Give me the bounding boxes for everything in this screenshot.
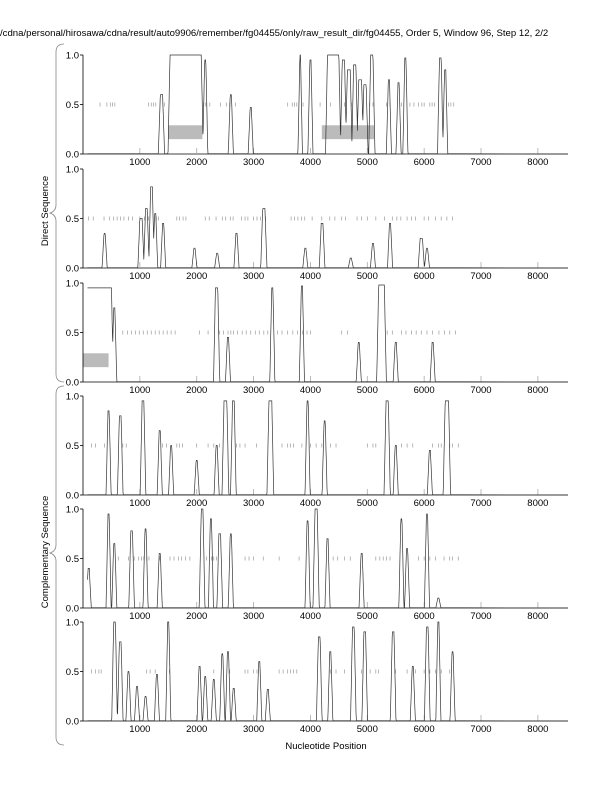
x-tick-label: 8000: [527, 498, 548, 509]
x-tick-label: 1000: [129, 611, 150, 622]
x-tick-label: 6000: [414, 498, 435, 509]
x-axis-label: Nucleotide Position: [285, 741, 366, 752]
x-tick-label: 6000: [414, 724, 435, 735]
x-tick-label: 6000: [414, 385, 435, 396]
x-tick-label: 8000: [527, 385, 548, 396]
x-tick-label: 4000: [300, 611, 321, 622]
y-tick-label: 1.0: [66, 505, 79, 516]
y-tick-label: 1.0: [66, 165, 79, 176]
x-tick-label: 8000: [527, 271, 548, 282]
x-tick-label: 1000: [129, 157, 150, 168]
x-tick-label: 8000: [527, 724, 548, 735]
x-tick-label: 2000: [186, 724, 207, 735]
x-tick-label: 3000: [243, 157, 264, 168]
x-tick-label: 7000: [470, 271, 491, 282]
x-tick-label: 5000: [357, 157, 378, 168]
x-tick-label: 2000: [186, 611, 207, 622]
score-line: [87, 54, 569, 155]
y-tick-label: 0.0: [66, 378, 79, 389]
y-tick-label: 0.5: [66, 554, 79, 565]
x-tick-label: 8000: [527, 611, 548, 622]
y-tick-label: 0.0: [66, 491, 79, 502]
x-tick-label: 4000: [300, 498, 321, 509]
coding-region: [83, 353, 109, 368]
x-tick-label: 3000: [243, 724, 264, 735]
x-tick-label: 6000: [414, 611, 435, 622]
x-tick-label: 2000: [186, 498, 207, 509]
x-tick-label: 5000: [357, 611, 378, 622]
y-tick-label: 0.5: [66, 100, 79, 111]
x-tick-label: 4000: [300, 724, 321, 735]
x-tick-label: 5000: [357, 385, 378, 396]
x-tick-label: 3000: [243, 271, 264, 282]
y-tick-label: 1.0: [66, 279, 79, 290]
coding-region: [168, 125, 203, 140]
panel-complementary-frame-2: 0.0 0.5 1.0 1000 2000 3000 4000 5000 6000 7000 800…: [66, 505, 569, 622]
x-tick-label: 1000: [129, 724, 150, 735]
x-tick-label: 5000: [357, 724, 378, 735]
y-tick-label: 0.5: [66, 667, 79, 678]
x-tick-label: 7000: [470, 724, 491, 735]
y-tick-label: 0.0: [66, 604, 79, 615]
score-line: [87, 400, 569, 496]
x-tick-label: 7000: [470, 611, 491, 622]
y-tick-label: 0.0: [66, 717, 79, 728]
panel-direct-frame-3: 0.0 0.5 1.0 1000 2000 3000 4000 5000 6000 7000 800…: [66, 279, 569, 396]
panel-complementary-frame-3: 0.0 0.5 1.0 1000 2000 3000 4000 5000 6000 7000 800…: [66, 618, 569, 735]
brace-complementary: [48, 385, 65, 746]
score-line: [87, 508, 569, 609]
x-tick-label: 3000: [243, 385, 264, 396]
y-tick-label: 0.0: [66, 264, 79, 275]
x-tick-label: 2000: [186, 271, 207, 282]
score-line: [87, 284, 569, 383]
x-tick-label: 3000: [243, 498, 264, 509]
panel-direct-frame-2: 0.0 0.5 1.0 1000 2000 3000 4000 5000 6000 7000 800…: [66, 165, 569, 282]
panel-complementary-frame-1: 0.0 0.5 1.0 1000 2000 3000 4000 5000 6000 7000 800…: [66, 392, 569, 509]
coding-region: [321, 125, 375, 140]
x-tick-label: 5000: [357, 498, 378, 509]
x-tick-label: 1000: [129, 271, 150, 282]
y-tick-label: 0.5: [66, 214, 79, 225]
x-tick-label: 4000: [300, 271, 321, 282]
chart-title: /cdna/personal/hirosawa/cdna/result/auto…: [0, 28, 549, 39]
group-label-direct: Direct Sequence: [40, 176, 51, 246]
x-tick-label: 6000: [414, 157, 435, 168]
panel-direct-frame-1: 0.0 0.5 1.0 1000 2000 3000 4000 5000 6000 7000 800…: [66, 51, 569, 168]
x-tick-label: 6000: [414, 271, 435, 282]
brace-direct: [48, 43, 65, 383]
group-label-complementary: Complementary Sequence: [40, 496, 51, 608]
x-tick-label: 1000: [129, 385, 150, 396]
x-tick-label: 7000: [470, 157, 491, 168]
x-tick-label: 3000: [243, 611, 264, 622]
y-tick-label: 0.5: [66, 441, 79, 452]
x-tick-label: 4000: [300, 157, 321, 168]
y-tick-label: 1.0: [66, 392, 79, 403]
x-tick-label: 5000: [357, 271, 378, 282]
y-tick-label: 0.5: [66, 328, 79, 339]
x-tick-label: 2000: [186, 385, 207, 396]
x-tick-label: 8000: [527, 157, 548, 168]
x-tick-label: 4000: [300, 385, 321, 396]
y-tick-label: 1.0: [66, 618, 79, 629]
score-line: [87, 186, 569, 269]
x-tick-label: 1000: [129, 498, 150, 509]
x-tick-label: 7000: [470, 385, 491, 396]
x-tick-label: 7000: [470, 498, 491, 509]
x-tick-label: 2000: [186, 157, 207, 168]
y-tick-label: 1.0: [66, 51, 79, 62]
score-line: [87, 621, 569, 722]
y-tick-label: 0.0: [66, 150, 79, 161]
